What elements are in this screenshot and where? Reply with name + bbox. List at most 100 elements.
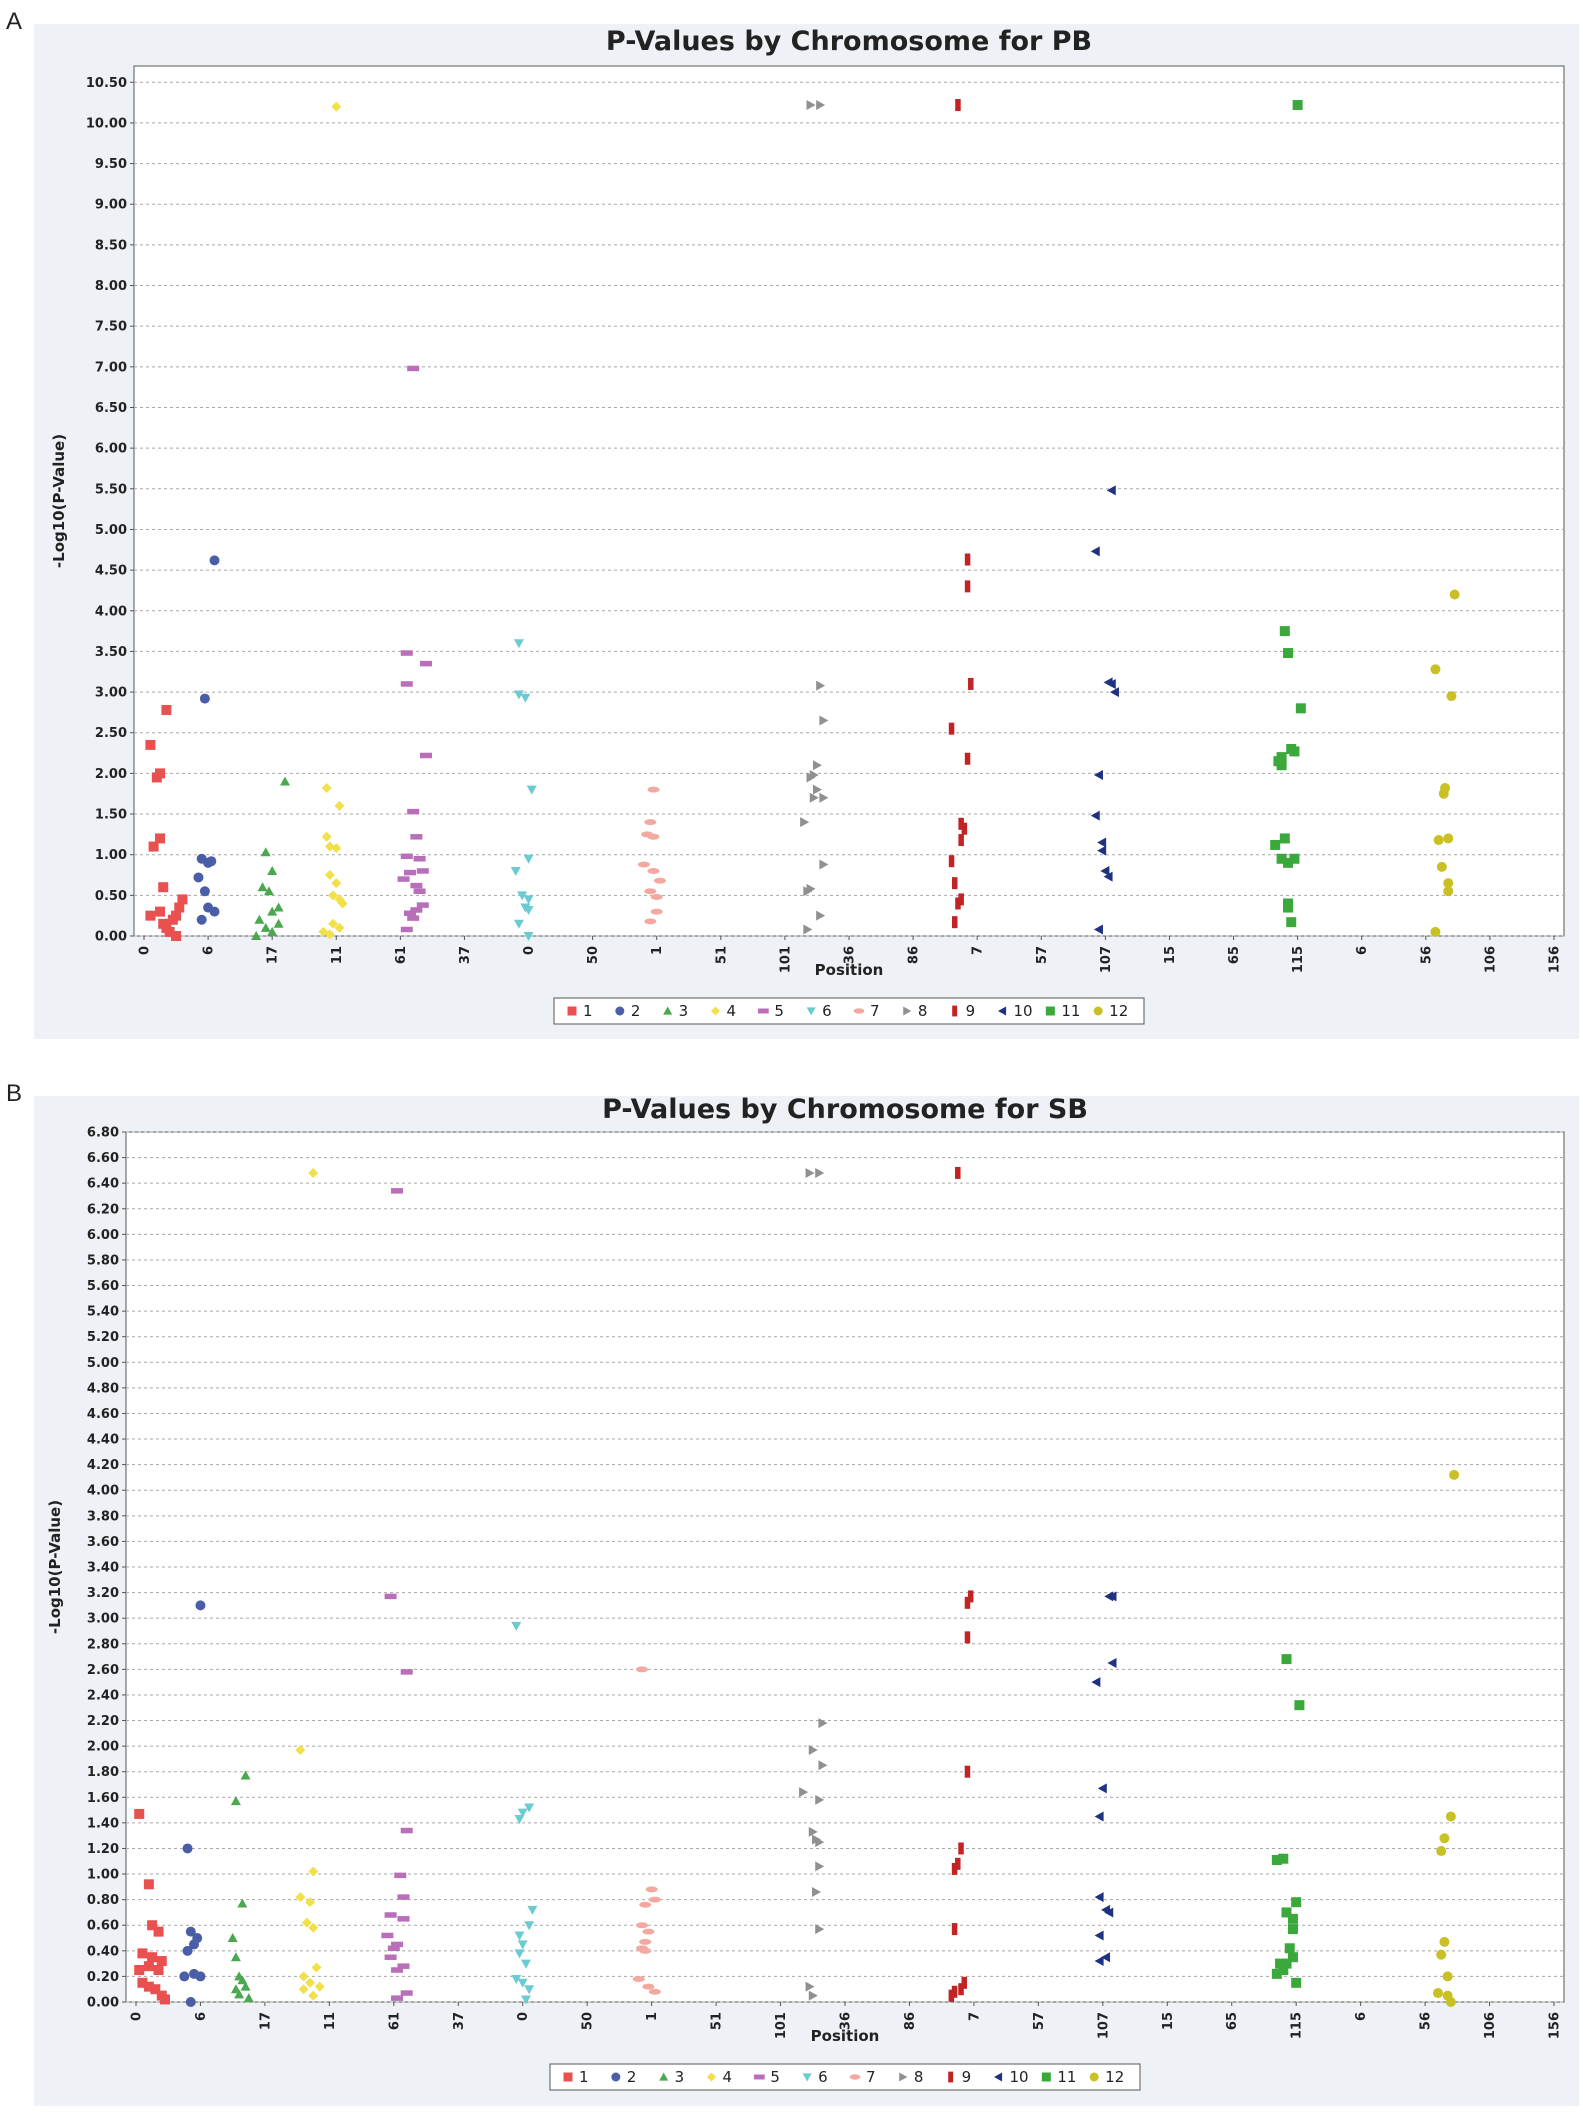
data-point xyxy=(808,1990,818,2001)
y-tick-label: 1.00 xyxy=(95,848,127,863)
legend-marker-8 xyxy=(899,2072,908,2082)
data-point xyxy=(964,553,971,566)
data-point xyxy=(260,922,271,932)
data-point xyxy=(243,1993,254,2003)
data-point xyxy=(234,1989,245,1999)
x-tick-label: 51 xyxy=(714,946,729,964)
data-point xyxy=(639,1901,652,1908)
x-tick-label: 6 xyxy=(194,2012,209,2021)
legend-marker-9 xyxy=(948,2071,954,2083)
data-point xyxy=(951,1985,958,1998)
legend-label-10: 10 xyxy=(1010,2068,1029,2086)
y-tick-label: 2.50 xyxy=(95,726,127,741)
panel-letter-a: A xyxy=(6,8,23,35)
x-tick-label: 17 xyxy=(258,2012,273,2030)
data-point xyxy=(155,906,166,917)
data-point xyxy=(1276,853,1287,864)
data-point xyxy=(644,819,657,826)
x-tick-label: 6 xyxy=(202,946,217,955)
data-point xyxy=(147,1920,158,1931)
data-point xyxy=(230,1796,241,1806)
x-tick-label: 106 xyxy=(1483,946,1498,973)
data-point xyxy=(314,1981,325,1992)
x-tick-label: 106 xyxy=(1483,2012,1498,2039)
data-point xyxy=(800,817,810,828)
series-6 xyxy=(510,639,537,941)
legend-label-7: 7 xyxy=(870,1002,880,1020)
legend-label-3: 3 xyxy=(675,2068,685,2086)
y-tick-label: 4.50 xyxy=(95,564,127,579)
y-tick-label: 3.40 xyxy=(87,1561,119,1576)
data-point xyxy=(143,1961,154,1972)
data-point xyxy=(955,897,961,910)
data-point xyxy=(199,886,210,897)
legend-label-1: 1 xyxy=(579,2068,589,2086)
data-point xyxy=(410,834,423,840)
data-point xyxy=(808,1826,818,1837)
x-tick-label: 1 xyxy=(650,946,665,955)
legend-label-2: 2 xyxy=(627,2068,637,2086)
data-point xyxy=(1291,1977,1302,1988)
x-tick-label: 101 xyxy=(778,946,793,973)
data-point xyxy=(514,1815,525,1825)
data-point xyxy=(413,856,426,862)
data-point xyxy=(153,1965,164,1976)
data-point xyxy=(818,1760,828,1771)
data-point xyxy=(816,910,826,921)
legend-label-8: 8 xyxy=(918,1002,928,1020)
data-point xyxy=(517,891,528,901)
data-point xyxy=(1107,1591,1117,1602)
x-tick-label: 56 xyxy=(1419,2012,1434,2030)
data-point xyxy=(384,1593,397,1600)
data-point xyxy=(513,690,524,700)
x-tick-label: 50 xyxy=(581,2012,596,2030)
series-10 xyxy=(1091,1591,1117,1967)
series-9 xyxy=(948,1166,974,2002)
data-point xyxy=(403,869,416,876)
plot-area xyxy=(125,1131,1565,2003)
y-tick-label: 1.60 xyxy=(87,1791,119,1806)
data-point xyxy=(808,1744,818,1755)
data-point xyxy=(1090,810,1100,821)
series-12 xyxy=(1432,1469,1460,2007)
y-tick-label: 0.00 xyxy=(87,1996,119,2011)
data-point xyxy=(308,1866,319,1877)
series-7 xyxy=(632,1666,661,1995)
x-tick-label: 1 xyxy=(645,2012,660,2021)
y-tick-label: 0.60 xyxy=(87,1919,119,1934)
x-tick-label: 11 xyxy=(323,2012,338,2030)
data-point xyxy=(305,1897,316,1908)
legend-label-9: 9 xyxy=(966,1002,976,1020)
data-point xyxy=(1284,1943,1295,1954)
data-point xyxy=(1091,1677,1101,1688)
data-point xyxy=(308,1167,319,1178)
series-1 xyxy=(145,704,188,941)
data-point xyxy=(328,918,339,929)
chart-title: P-Values by Chromosome for PB xyxy=(606,26,1092,57)
data-point xyxy=(948,855,955,868)
legend-label-7: 7 xyxy=(866,2068,876,2086)
x-tick-label: 0 xyxy=(130,2012,145,2021)
y-tick-label: 0.50 xyxy=(95,889,127,904)
data-point xyxy=(143,1981,154,1992)
legend-label-11: 11 xyxy=(1057,2068,1076,2086)
x-tick-label: 56 xyxy=(1419,946,1434,964)
data-point xyxy=(964,1596,971,1609)
x-tick-label: 57 xyxy=(1032,2012,1047,2030)
data-point xyxy=(639,1947,652,1954)
legend-label-12: 12 xyxy=(1109,1002,1128,1020)
y-tick-label: 3.00 xyxy=(87,1612,119,1627)
chart-pb: P-Values by Chromosome for PB 0.00 0.50 1.0… xyxy=(34,24,1579,1039)
data-point xyxy=(1106,678,1116,689)
y-tick-label: 6.60 xyxy=(87,1151,119,1166)
y-tick-label: 8.00 xyxy=(95,279,127,294)
data-point xyxy=(305,1977,316,1988)
data-point xyxy=(403,910,416,916)
data-point xyxy=(143,1879,154,1890)
data-point xyxy=(321,831,332,842)
data-point xyxy=(1103,871,1113,882)
data-point xyxy=(1276,760,1287,771)
data-point xyxy=(1271,1968,1282,1979)
data-point xyxy=(1094,1892,1104,1903)
data-point xyxy=(964,1765,971,1778)
